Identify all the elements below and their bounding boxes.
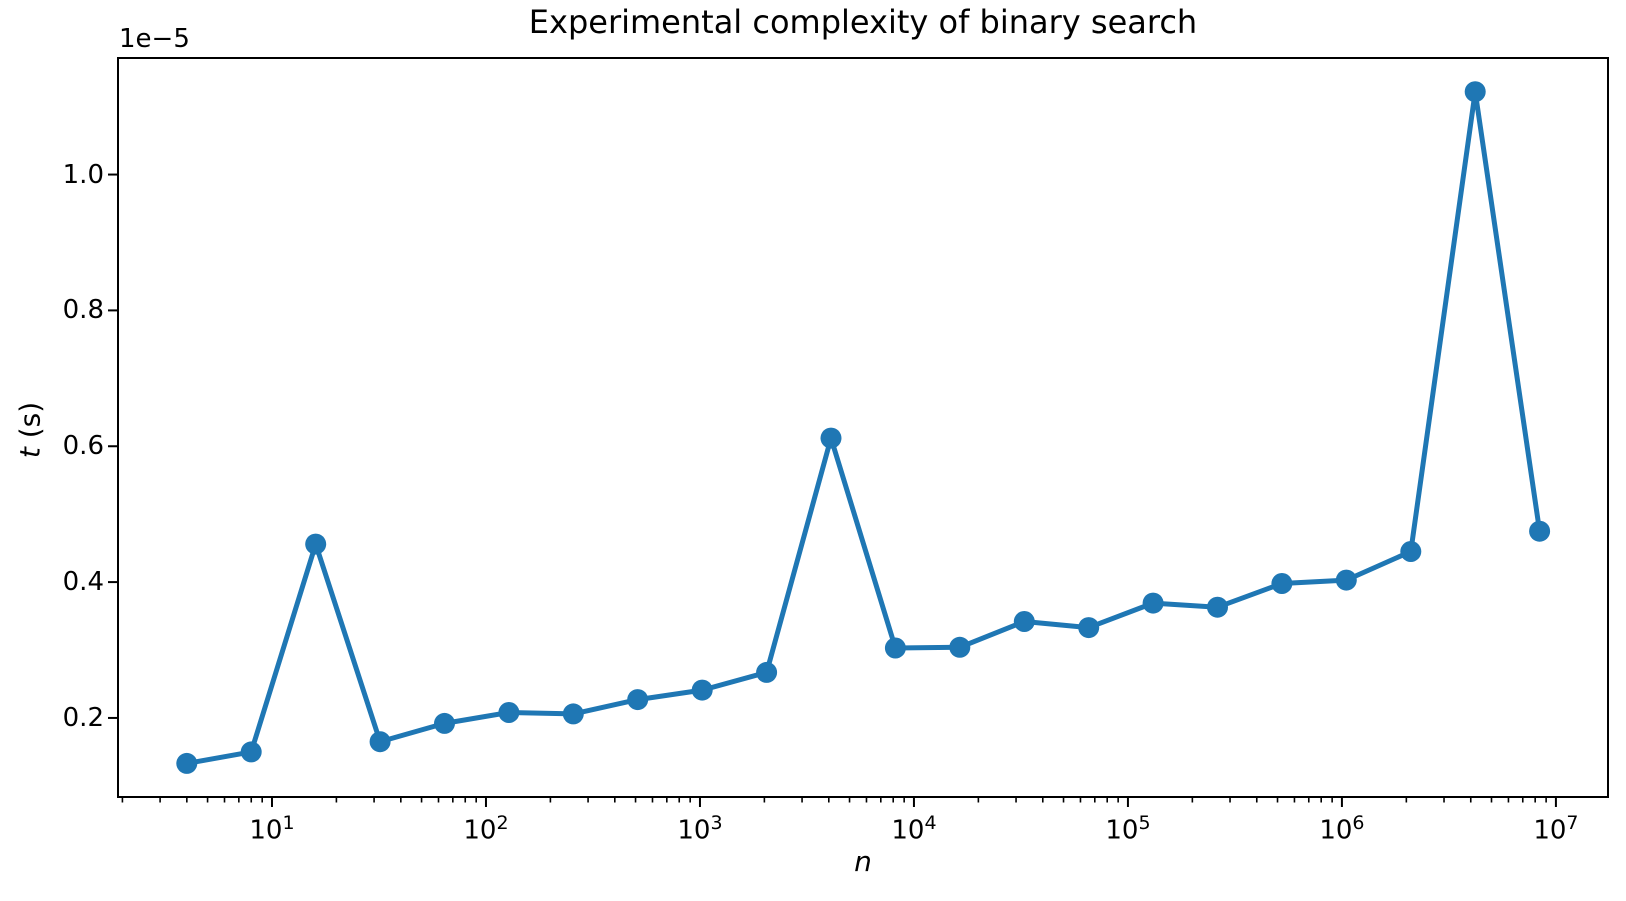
- data-point-marker: [691, 679, 713, 701]
- y-tick-label: 0.4: [62, 567, 104, 598]
- data-point-marker: [1271, 573, 1293, 594]
- x-tick-label: 102: [463, 812, 509, 846]
- data-point-marker: [305, 533, 327, 555]
- data-point-marker: [627, 689, 649, 711]
- data-point-marker: [1464, 81, 1486, 103]
- x-tick-label: 103: [677, 812, 723, 846]
- data-point-marker: [176, 752, 198, 774]
- data-point-marker: [498, 702, 520, 723]
- chart-title: Experimental complexity of binary search: [528, 3, 1198, 41]
- data-point-marker: [369, 731, 391, 753]
- data-point-marker: [884, 637, 906, 659]
- data-series-line: [184, 89, 1543, 766]
- y-tick-label: 0.2: [62, 702, 104, 733]
- y-tick-label: 0.8: [62, 295, 104, 326]
- x-tick-label: 104: [891, 812, 937, 846]
- plot-frame: [117, 57, 1609, 798]
- x-tick-label: 107: [1533, 812, 1579, 846]
- data-point-marker: [1207, 596, 1228, 618]
- data-point-marker: [434, 712, 455, 734]
- x-tick-label: 101: [249, 812, 295, 846]
- data-point-marker: [240, 741, 262, 763]
- x-tick-label: 106: [1319, 812, 1365, 846]
- data-point-marker: [1142, 592, 1164, 614]
- data-point-marker: [949, 636, 971, 658]
- x-axis-label: n: [854, 845, 872, 878]
- x-tick-label: 105: [1105, 812, 1151, 846]
- y-tick-label: 0.6: [62, 431, 104, 462]
- data-point-marker: [1400, 541, 1422, 562]
- data-point-marker: [1335, 569, 1357, 591]
- y-axis-offset-text: 1e−5: [119, 24, 190, 54]
- y-tick-label: 1.0: [62, 159, 104, 190]
- data-point-marker: [1013, 611, 1035, 632]
- data-point-marker: [562, 703, 584, 725]
- data-point-marker: [1078, 617, 1100, 639]
- data-point-marker: [820, 427, 842, 449]
- data-point-marker: [756, 661, 778, 683]
- data-point-marker: [1529, 520, 1551, 542]
